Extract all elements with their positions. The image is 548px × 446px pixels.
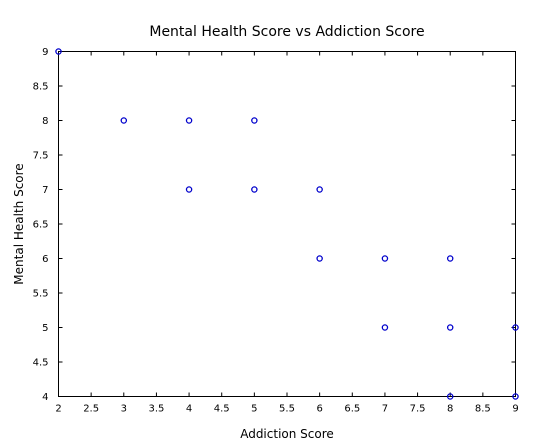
data-point [448,256,453,261]
x-tick-label: 8.5 [475,404,491,415]
y-tick-label: 8 [42,116,48,127]
y-tick-label: 7.5 [33,151,49,162]
x-tick-label: 7.5 [410,404,426,415]
y-tick-label: 4.5 [33,358,49,369]
data-point [252,118,257,123]
x-tick-label: 7 [382,404,388,415]
y-tick-label: 6 [42,254,48,265]
data-point [186,118,191,123]
x-tick-label: 6 [316,404,322,415]
x-tick-label: 6.5 [344,404,360,415]
x-tick-label: 5.5 [279,404,295,415]
data-points [56,49,518,399]
y-tick-label: 5 [42,323,48,334]
x-tick-label: 3.5 [148,404,164,415]
y-tick-label: 5.5 [33,289,49,300]
data-point [252,187,257,192]
x-axis: 2 2.5 3 3.5 4 4.5 5 5.5 6 6.5 7 7.5 8 8.5 9 [55,52,518,415]
y-tick-label: 7 [42,185,48,196]
chart-title: Mental Health Score vs Addiction Score [149,24,424,40]
y-tick-label: 8.5 [33,82,49,93]
data-point [317,187,322,192]
x-axis-label: Addiction Score [240,427,334,441]
data-point [317,256,322,261]
x-tick-label: 2 [55,404,61,415]
x-tick-label: 3 [121,404,127,415]
x-tick-label: 5 [251,404,257,415]
y-axis: 4 4.5 5 5.5 6 6.5 7 7.5 8 8.5 9 [33,47,516,403]
x-tick-label: 4 [186,404,192,415]
data-point [186,187,191,192]
y-tick-label: 4 [42,392,48,403]
y-tick-label: 6.5 [33,220,49,231]
data-point [382,256,387,261]
x-tick-label: 2.5 [83,404,99,415]
x-tick-label: 8 [447,404,453,415]
y-tick-label: 9 [42,47,48,58]
data-point [448,325,453,330]
plot-area-frame [59,52,516,397]
x-tick-label: 9 [512,404,518,415]
y-axis-label: Mental Health Score [12,163,26,284]
x-tick-label: 4.5 [214,404,230,415]
data-point [121,118,126,123]
data-point [382,325,387,330]
